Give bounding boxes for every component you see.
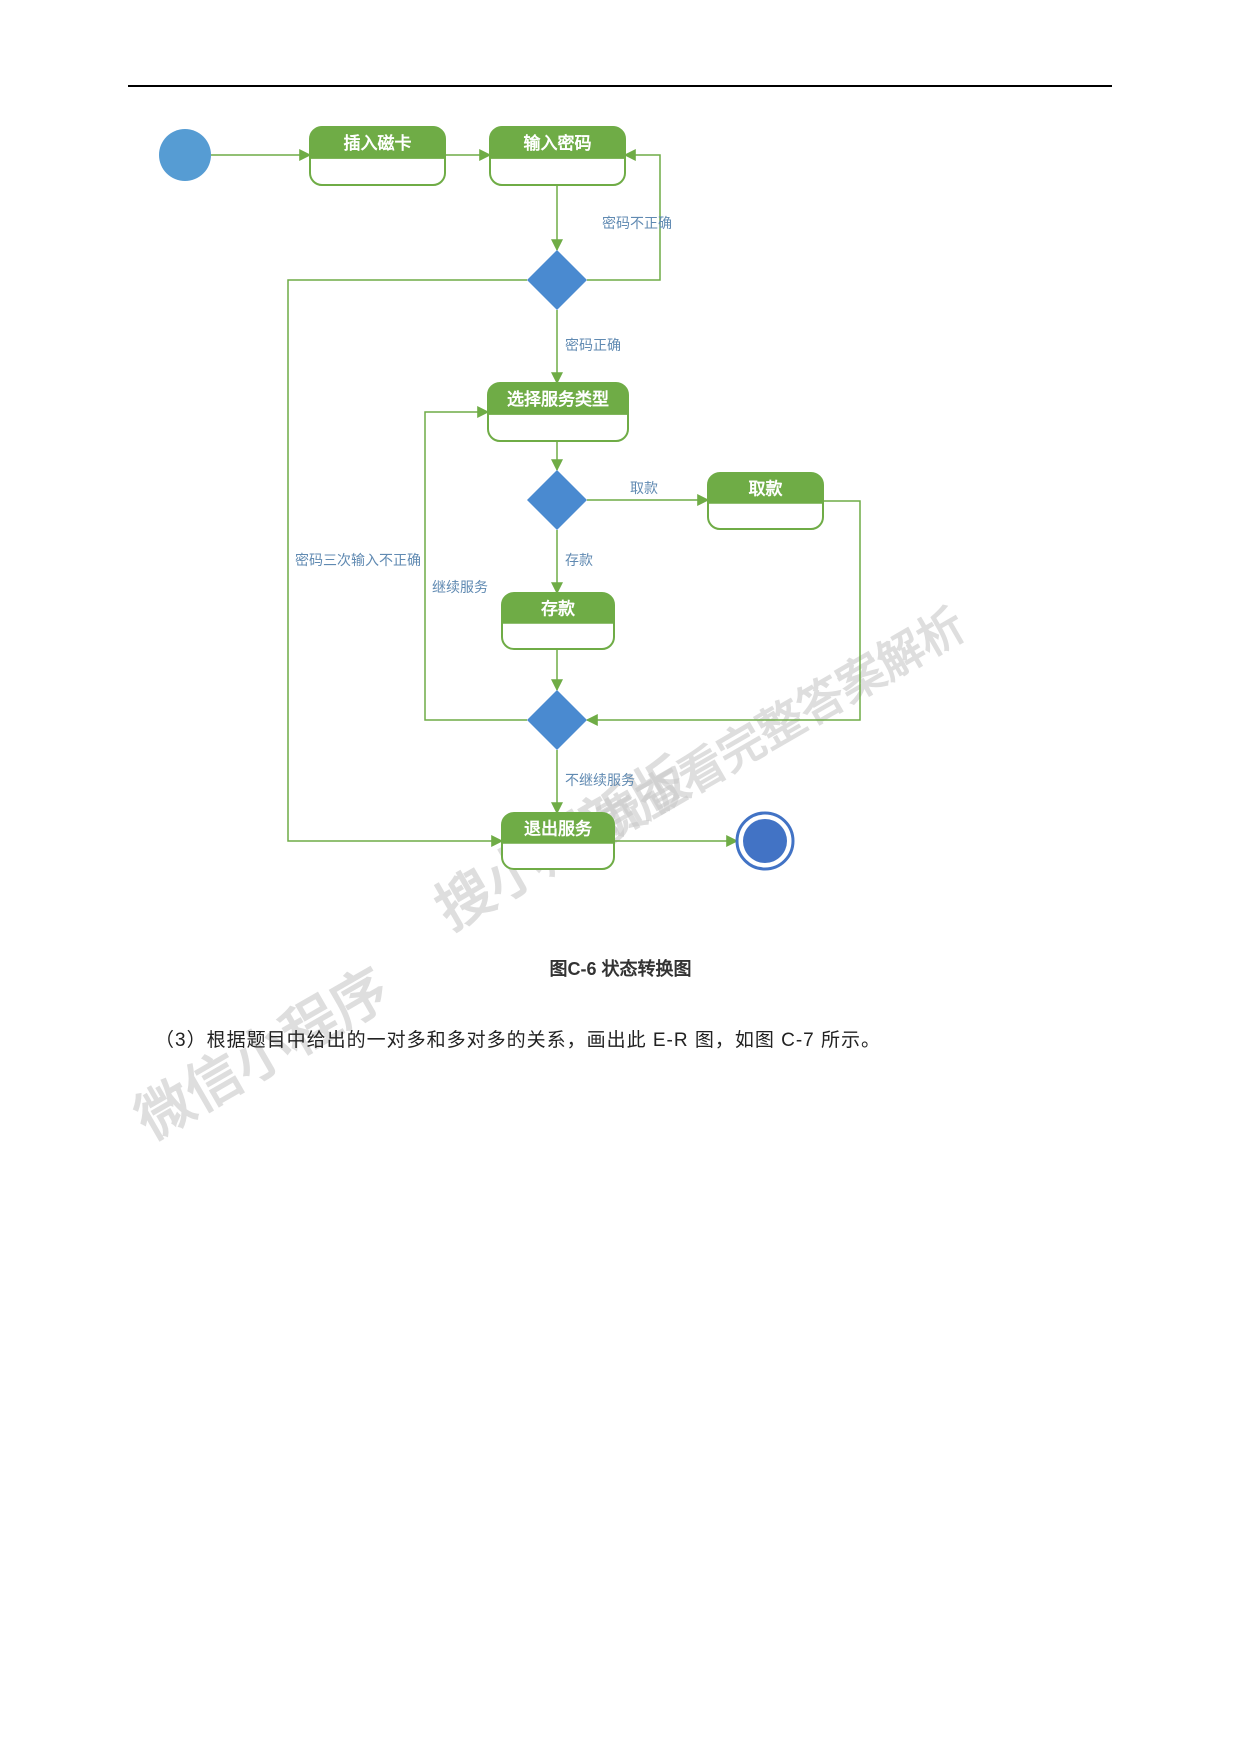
edge-label: 存款	[565, 552, 593, 568]
process-node-label: 存款	[541, 598, 576, 618]
decision-node	[527, 470, 587, 530]
edge-label: 不继续服务	[565, 772, 635, 788]
edge-label: 取款	[630, 480, 658, 496]
process-node-label: 插入磁卡	[344, 133, 412, 153]
figure-caption: 图C-6 状态转换图	[0, 955, 1241, 981]
question-text: （3）根据题目中给出的一对多和多对多的关系，画出此 E-R 图，如图 C-7 所…	[155, 1025, 881, 1052]
flow-edge	[425, 412, 527, 720]
process-node-label: 退出服务	[524, 818, 593, 838]
process-node-label: 取款	[749, 478, 784, 498]
edge-label: 密码正确	[565, 337, 621, 353]
edge-label: 密码三次输入不正确	[295, 552, 421, 568]
flow-edge	[587, 501, 860, 720]
page-top-rule	[128, 85, 1112, 87]
process-node-label: 选择服务类型	[507, 389, 609, 409]
edge-label: 继续服务	[432, 579, 488, 595]
start-node	[159, 129, 211, 181]
decision-node	[527, 250, 587, 310]
edge-label: 密码不正确	[602, 215, 672, 231]
end-node	[743, 819, 787, 863]
process-node-label: 输入密码	[524, 133, 592, 153]
decision-node	[527, 690, 587, 750]
state-diagram: 密码不正确密码正确取款存款不继续服务 继续服务密码三次输入不正确 插入磁卡 输入密码选…	[150, 115, 920, 925]
